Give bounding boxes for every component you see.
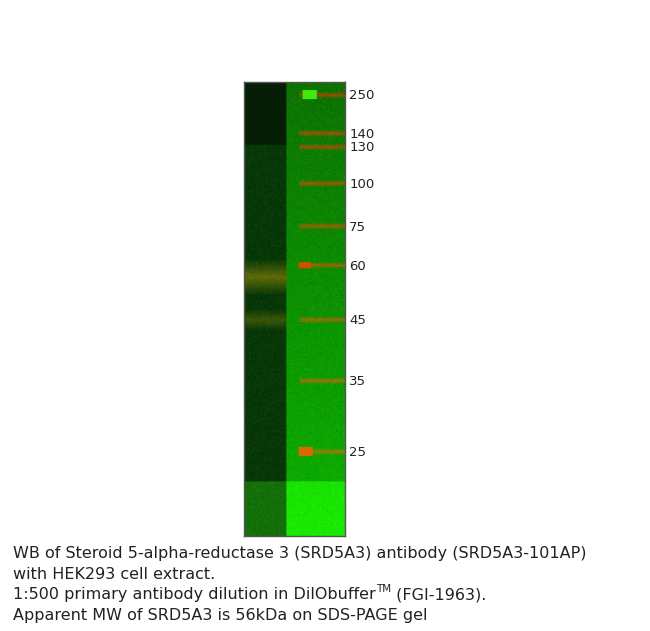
Text: 130: 130 xyxy=(350,141,375,155)
Text: 1:500 primary antibody dilution in DilObuffer: 1:500 primary antibody dilution in DilOb… xyxy=(13,587,376,603)
Text: 100: 100 xyxy=(350,178,374,191)
Text: 45: 45 xyxy=(350,314,366,327)
Text: 25: 25 xyxy=(350,445,367,459)
Text: 250: 250 xyxy=(350,89,375,102)
Text: 35: 35 xyxy=(350,375,367,389)
Text: (FGI-1963).: (FGI-1963). xyxy=(391,587,486,603)
Text: with HEK293 cell extract.: with HEK293 cell extract. xyxy=(13,567,215,582)
Text: WB of Steroid 5-alpha-reductase 3 (SRD5A3) antibody (SRD5A3-101AP): WB of Steroid 5-alpha-reductase 3 (SRD5A… xyxy=(13,546,586,561)
Text: 75: 75 xyxy=(350,221,367,234)
Text: 140: 140 xyxy=(350,127,374,141)
Text: TM: TM xyxy=(376,584,391,594)
Text: 60: 60 xyxy=(350,259,366,273)
Text: Apparent MW of SRD5A3 is 56kDa on SDS-PAGE gel: Apparent MW of SRD5A3 is 56kDa on SDS-PA… xyxy=(13,608,428,623)
